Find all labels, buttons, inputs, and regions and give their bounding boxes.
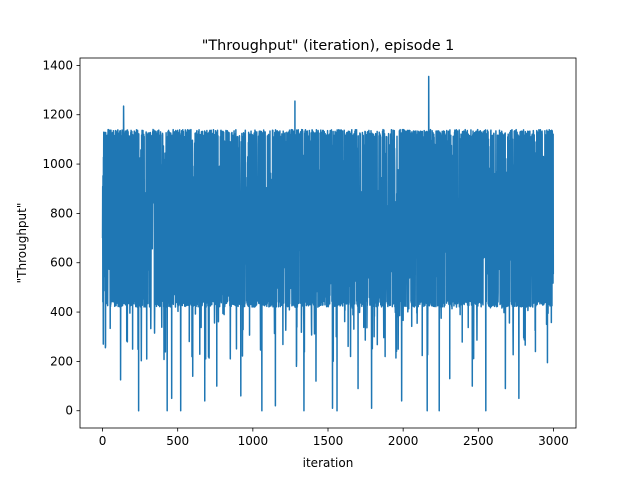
x-tick-label: 3000 [538, 434, 569, 448]
x-tick-label: 2500 [463, 434, 494, 448]
y-tick-label: 600 [50, 256, 73, 270]
y-tick-label: 0 [65, 404, 73, 418]
x-tick-label: 0 [99, 434, 107, 448]
y-tick-label: 1400 [42, 58, 73, 72]
y-axis-label: "Throughput" [15, 203, 29, 284]
series-layer [101, 75, 555, 412]
y-tick-label: 1200 [42, 108, 73, 122]
x-tick-label: 500 [166, 434, 189, 448]
y-tick-label: 200 [50, 354, 73, 368]
x-axis-ticks: 0 500 1000 1500 2000 2500 3000 [99, 428, 569, 448]
x-axis-label: iteration [303, 456, 354, 470]
y-tick-label: 800 [50, 206, 73, 220]
series-line [101, 75, 555, 412]
x-tick-label: 2000 [388, 434, 419, 448]
x-tick-label: 1000 [238, 434, 269, 448]
y-axis-ticks: 0 200 400 600 800 1000 1200 1400 [42, 58, 80, 418]
chart-title: "Throughput" (iteration), episode 1 [202, 38, 455, 54]
y-tick-label: 400 [50, 305, 73, 319]
y-tick-label: 1000 [42, 157, 73, 171]
x-tick-label: 1500 [313, 434, 344, 448]
